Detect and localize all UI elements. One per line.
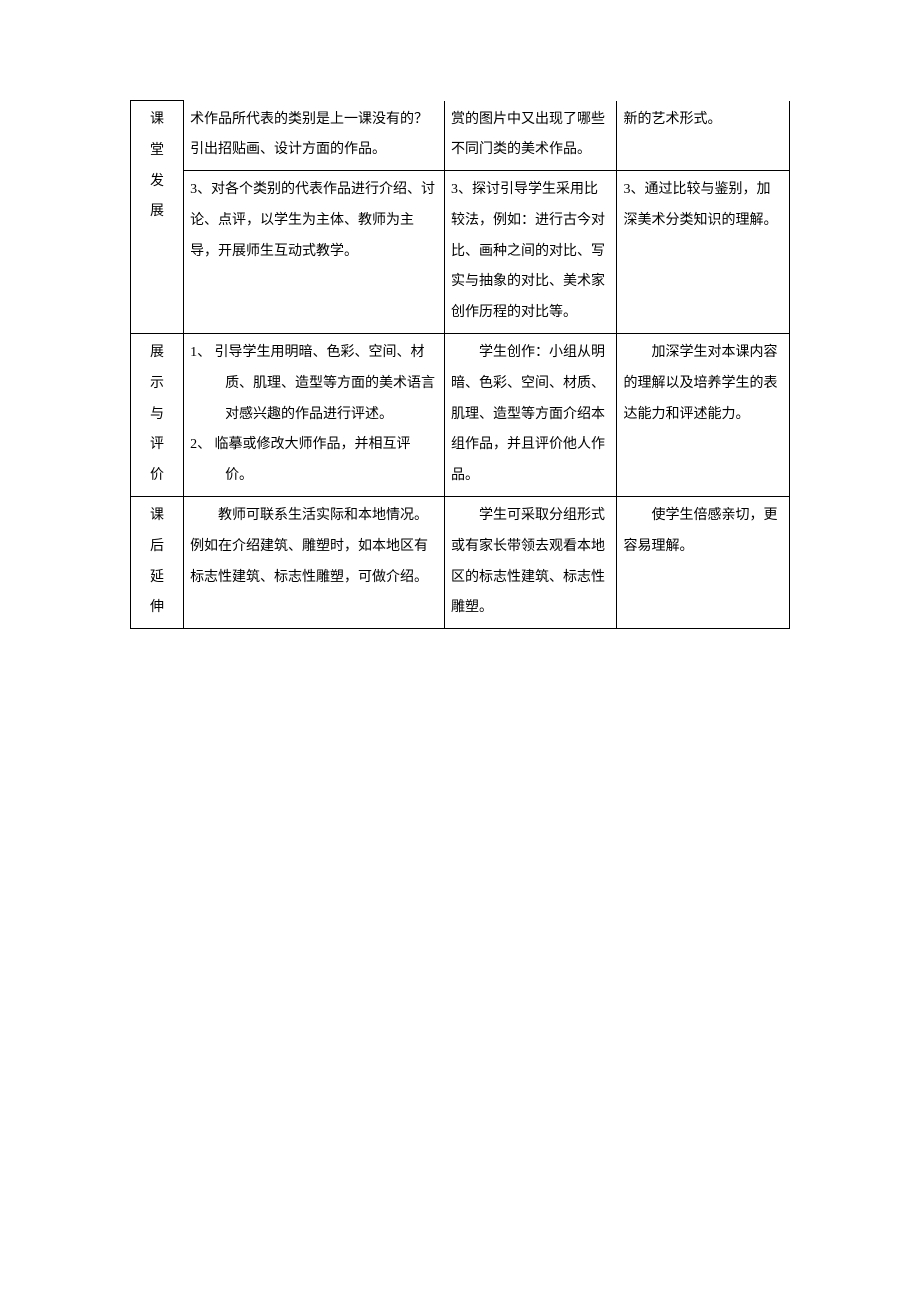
table-row: 3、对各个类别的代表作品进行介绍、讨论、点评，以学生为主体、教师为主导，开展师生… xyxy=(131,171,790,334)
teacher-activity-cell: 术作品所代表的类别是上一课没有的？引出招贴画、设计方面的作品。 xyxy=(184,101,445,171)
row-label-cell: 课 堂 发 展 xyxy=(131,101,184,334)
label-char: 展 xyxy=(133,197,181,228)
label-char: 后 xyxy=(133,532,181,563)
row-label-cell: 课 后 延 伸 xyxy=(131,497,184,629)
teacher-activity-cell: 3、对各个类别的代表作品进行介绍、讨论、点评，以学生为主体、教师为主导，开展师生… xyxy=(184,171,445,334)
student-activity-cell: 3、探讨引导学生采用比较法，例如：进行古今对比、画种之间的对比、写实与抽象的对比… xyxy=(445,171,617,334)
label-char: 延 xyxy=(133,563,181,594)
student-activity-cell: 学生可采取分组形式或有家长带领去观看本地区的标志性建筑、标志性雕塑。 xyxy=(445,497,617,629)
label-char: 价 xyxy=(133,461,181,492)
list-item-text: 2、 临摹或修改大师作品，并相互评价。 xyxy=(190,430,438,492)
label-char: 与 xyxy=(133,400,181,431)
design-intent-cell: 加深学生对本课内容的理解以及培养学生的表达能力和评述能力。 xyxy=(617,334,790,497)
table-row: 课 后 延 伸 教师可联系生活实际和本地情况。例如在介绍建筑、雕塑时，如本地区有… xyxy=(131,497,790,629)
list-item-text: 1、 引导学生用明暗、色彩、空间、材质、肌理、造型等方面的美术语言对感兴趣的作品… xyxy=(190,338,438,430)
row-label-cell: 展 示 与 评 价 xyxy=(131,334,184,497)
table-row: 展 示 与 评 价 1、 引导学生用明暗、色彩、空间、材质、肌理、造型等方面的美… xyxy=(131,334,790,497)
design-intent-cell: 3、通过比较与鉴别，加深美术分类知识的理解。 xyxy=(617,171,790,334)
table-row: 课 堂 发 展 术作品所代表的类别是上一课没有的？引出招贴画、设计方面的作品。 … xyxy=(131,101,790,171)
design-intent-cell: 使学生倍感亲切，更容易理解。 xyxy=(617,497,790,629)
lesson-plan-table: 课 堂 发 展 术作品所代表的类别是上一课没有的？引出招贴画、设计方面的作品。 … xyxy=(130,100,790,629)
label-char: 示 xyxy=(133,369,181,400)
student-activity-cell: 学生创作：小组从明暗、色彩、空间、材质、肌理、造型等方面介绍本组作品，并且评价他… xyxy=(445,334,617,497)
teacher-activity-cell: 教师可联系生活实际和本地情况。例如在介绍建筑、雕塑时，如本地区有标志性建筑、标志… xyxy=(184,497,445,629)
label-char: 伸 xyxy=(133,593,181,624)
label-char: 课 xyxy=(133,501,181,532)
student-activity-cell: 赏的图片中又出现了哪些不同门类的美术作品。 xyxy=(445,101,617,171)
label-char: 课 xyxy=(133,105,181,136)
teacher-activity-cell: 1、 引导学生用明暗、色彩、空间、材质、肌理、造型等方面的美术语言对感兴趣的作品… xyxy=(184,334,445,497)
label-char: 展 xyxy=(133,338,181,369)
label-char: 评 xyxy=(133,430,181,461)
design-intent-cell: 新的艺术形式。 xyxy=(617,101,790,171)
label-char: 堂 xyxy=(133,136,181,167)
label-char: 发 xyxy=(133,167,181,198)
